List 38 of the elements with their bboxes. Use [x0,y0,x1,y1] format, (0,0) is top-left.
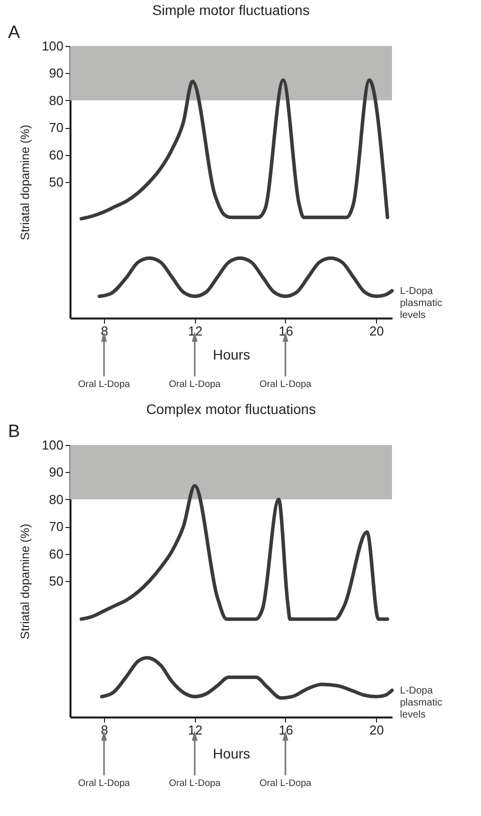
text: Oral L-Dopa [78,379,131,390]
x-tick-label: 16 [278,722,294,738]
line-series [98,256,394,298]
line-series [80,78,390,220]
text: Oral L-Dopa [260,379,312,390]
y-tick-label: 60 [49,147,64,162]
x-tick-label: 12 [188,324,202,338]
x-tick-label: 12 [188,722,202,738]
text: Oral L-Dopa [78,778,131,789]
line-series [100,656,394,700]
chart-title: Complex motor fluctuations [146,401,316,417]
y-tick-label: 100 [42,438,64,452]
line-series [80,484,390,621]
y-tick-label: 90 [49,464,64,480]
text: A [8,22,20,42]
text: Oral L-Dopa [168,379,222,390]
y-tick-label: 70 [49,120,64,136]
y-axis-title: Striatal dopamine (%) [18,524,32,640]
x-tick-label: 20 [369,722,384,738]
y-axis-title: Striatal dopamine (%) [18,124,32,240]
x-tick-label: 16 [278,324,294,338]
y-tick-label: 100 [42,38,64,54]
y-tick-label: 80 [49,492,64,507]
text: Oral L-Dopa [260,778,312,789]
x-axis-title: Hours [212,346,250,362]
y-tick-label: 50 [49,574,64,588]
x-tick-label: 20 [369,324,384,338]
series-label: L-Dopa plasmatic levels [400,286,442,321]
y-tick-label: 80 [49,92,64,108]
series-label: L-Dopa plasmatic levels [400,685,442,720]
chart-title: Simple motor fluctuations [152,2,310,18]
y-tick-label: 70 [49,519,64,534]
y-tick-label: 90 [49,66,64,81]
x-axis-title: Hours [212,746,250,762]
y-tick-label: 60 [49,546,64,562]
y-tick-label: 50 [49,174,64,190]
text: B [8,421,20,441]
text: Oral L-Dopa [168,778,222,789]
